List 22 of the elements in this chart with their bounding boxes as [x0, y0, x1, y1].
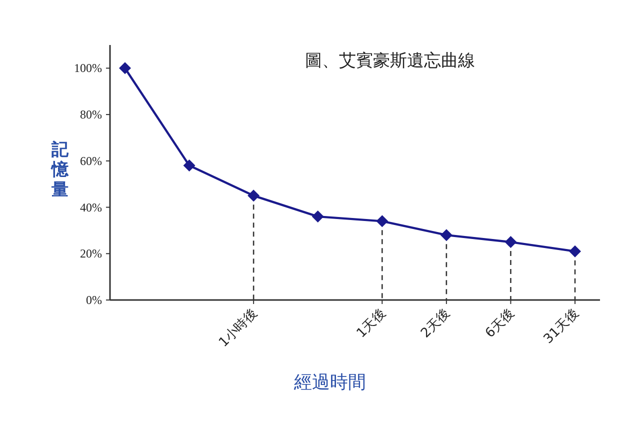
x-tick-label: 2天後: [418, 306, 454, 342]
y-tick-label: 20%: [80, 246, 102, 261]
point: [183, 160, 196, 172]
x-tick-label: 1天後: [354, 306, 389, 342]
y-axis-title: 記憶量: [50, 140, 70, 200]
point: [569, 245, 581, 258]
y-tick-label: 40%: [80, 200, 102, 214]
x-tick-label: 1小時後: [216, 306, 260, 350]
x-axis-title: 經過時間: [293, 372, 366, 393]
point: [376, 215, 388, 228]
y-tick-label: 0%: [86, 293, 102, 307]
point: [504, 236, 517, 248]
y-tick-label: 60%: [80, 154, 102, 168]
point: [312, 210, 324, 223]
point: [440, 229, 452, 242]
y-tick-label: 100%: [74, 61, 102, 76]
x-tick-label: 31天後: [541, 306, 582, 347]
chart-title: 圖、艾賓豪斯遺忘曲線: [305, 51, 475, 71]
point: [248, 190, 260, 202]
point: [119, 62, 131, 74]
y-tick-label: 80%: [80, 108, 102, 122]
x-tick-label: 6天後: [482, 306, 518, 342]
